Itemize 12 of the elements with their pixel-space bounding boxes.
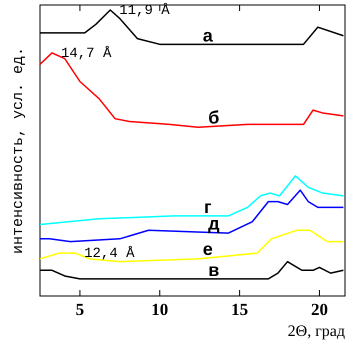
annotation: 12,4 Å bbox=[84, 245, 136, 262]
x-tick-label: 10 bbox=[151, 300, 168, 319]
series-label: е bbox=[202, 238, 213, 259]
x-tick-label: 20 bbox=[310, 300, 328, 319]
series-label: а bbox=[202, 25, 214, 46]
x-tick-label: 5 bbox=[76, 300, 84, 319]
y-axis-title: интенсивность, усл. ед. bbox=[10, 46, 27, 254]
x-axis-title: 2Θ, град bbox=[288, 323, 345, 340]
series-label: в bbox=[208, 260, 220, 280]
x-tick-label: 15 bbox=[231, 300, 248, 319]
series-label: б bbox=[208, 107, 220, 128]
annotation: 14,7 Å bbox=[60, 44, 112, 62]
